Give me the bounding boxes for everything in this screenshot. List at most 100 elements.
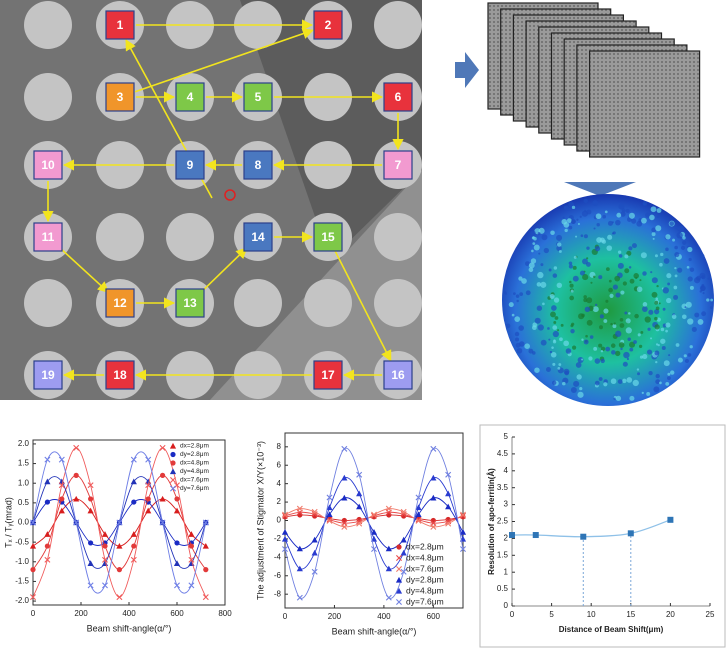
- texture: [610, 343, 616, 348]
- point: [341, 517, 347, 524]
- texture: [654, 324, 660, 330]
- point: [296, 565, 303, 572]
- y-tick-label: 3.5: [497, 483, 509, 492]
- texture: [516, 299, 519, 303]
- point: [415, 504, 422, 511]
- texture: [528, 267, 534, 273]
- texture: [654, 350, 660, 356]
- node-box: [175, 150, 205, 180]
- node: 14: [243, 222, 273, 252]
- node-label: 12: [113, 296, 127, 310]
- texture: [579, 270, 585, 276]
- point: [326, 511, 333, 518]
- point: [102, 556, 108, 563]
- texture: [661, 346, 666, 351]
- texture: [553, 321, 557, 324]
- arrow: [564, 182, 636, 196]
- point: [400, 508, 407, 515]
- texture: [603, 308, 609, 314]
- texture: [642, 201, 648, 206]
- texture: [601, 239, 606, 244]
- texture: [581, 358, 584, 361]
- texture: [565, 348, 572, 354]
- texture: [618, 342, 625, 348]
- point: [460, 546, 466, 553]
- texture: [585, 262, 591, 267]
- node-box: [33, 222, 63, 252]
- point: [386, 512, 392, 518]
- texture: [615, 395, 622, 402]
- point: [371, 511, 377, 518]
- texture: [646, 349, 653, 355]
- point: [173, 560, 181, 566]
- texture: [640, 252, 647, 259]
- y-tick-label: -8: [274, 589, 282, 598]
- texture: [581, 338, 584, 341]
- texture: [683, 354, 687, 358]
- point: [311, 549, 318, 556]
- texture: [550, 351, 557, 358]
- texture: [583, 234, 588, 239]
- node-box: [105, 360, 135, 390]
- node-box: [313, 222, 343, 252]
- texture: [599, 325, 603, 330]
- texture: [628, 312, 631, 315]
- node: 1: [105, 10, 135, 40]
- texture: [530, 258, 537, 264]
- texture: [583, 198, 588, 204]
- node: 4: [175, 82, 205, 112]
- point: [341, 445, 348, 452]
- texture: [536, 282, 542, 287]
- legend-marker: [170, 485, 176, 492]
- texture: [603, 382, 608, 387]
- texture: [525, 290, 531, 296]
- legend-label: dx=4.8μm: [180, 460, 209, 467]
- texture: [564, 228, 568, 233]
- chart: 0 200 400 600 -8 -6 -4 -2 0 2 4 6 8 Beam shift-angle(…: [255, 432, 467, 636]
- texture: [710, 298, 714, 302]
- node-box: [383, 82, 413, 112]
- texture: [569, 295, 575, 301]
- texture: [623, 351, 630, 359]
- point: [44, 499, 51, 505]
- texture: [660, 338, 666, 344]
- texture: [650, 206, 657, 213]
- node: 3: [105, 82, 135, 112]
- point: [73, 495, 80, 502]
- texture: [611, 221, 614, 224]
- texture: [647, 327, 651, 331]
- point: [73, 444, 80, 451]
- texture: [586, 257, 589, 260]
- texture: [676, 232, 683, 239]
- node-box: [175, 82, 205, 112]
- texture: [584, 306, 591, 313]
- texture: [659, 262, 663, 267]
- node: 16: [383, 360, 413, 390]
- texture: [570, 329, 575, 334]
- texture: [694, 277, 701, 284]
- texture: [655, 297, 659, 301]
- point: [445, 503, 452, 510]
- x-tick-label: 20: [666, 610, 675, 619]
- point: [341, 474, 348, 481]
- texture: [607, 234, 613, 240]
- texture: [610, 322, 613, 326]
- texture: [598, 343, 603, 348]
- texture: [552, 380, 557, 385]
- point: [460, 511, 466, 518]
- legend-marker: [396, 599, 402, 605]
- texture: [538, 252, 541, 255]
- texture: [619, 323, 625, 328]
- texture: [660, 327, 665, 332]
- texture: [638, 344, 643, 349]
- texture: [558, 363, 562, 366]
- y-tick-label: -6: [274, 571, 282, 580]
- texture: [631, 218, 637, 224]
- texture: [665, 322, 671, 328]
- texture: [598, 377, 603, 381]
- texture: [629, 395, 635, 401]
- texture: [552, 330, 560, 338]
- texture: [628, 266, 632, 269]
- texture: [633, 205, 637, 208]
